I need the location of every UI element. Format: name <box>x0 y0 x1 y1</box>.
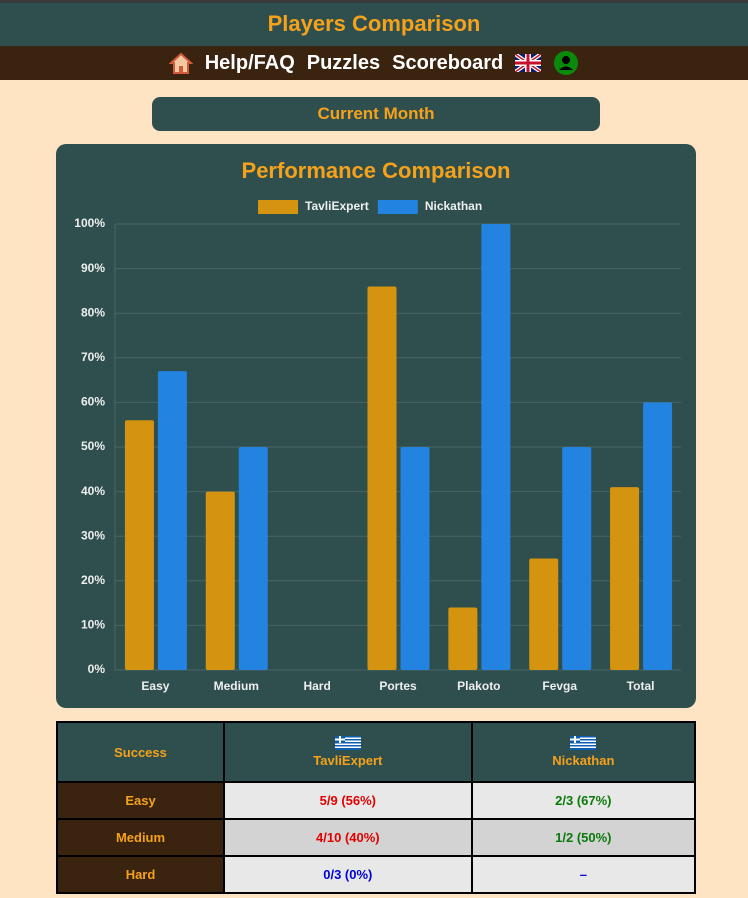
nav-link[interactable]: Help/FAQ <box>204 51 295 74</box>
x-tick-label: Plakoto <box>457 679 500 693</box>
nav-link[interactable]: Scoreboard <box>392 51 504 74</box>
period-button[interactable]: Current Month <box>152 97 600 131</box>
table-header: TavliExpert <box>223 721 473 783</box>
bar <box>238 447 268 670</box>
cell: 1/2 (50%) <box>470 818 697 857</box>
bar <box>124 420 154 670</box>
y-tick-label: 70% <box>81 350 105 364</box>
bar <box>448 607 478 670</box>
y-tick-label: 100% <box>74 216 105 230</box>
legend-swatch <box>258 200 298 214</box>
cell: 0/3 (0%) <box>223 855 473 894</box>
bar <box>529 558 559 670</box>
cell: 2/3 (67%) <box>470 781 697 820</box>
cell: 5/9 (56%) <box>223 781 473 820</box>
legend-label: Nickathan <box>425 199 482 213</box>
y-tick-label: 30% <box>81 528 105 542</box>
chart-panel: Performance Comparison 0% 10% 20% 30% 40% 50%… <box>56 144 696 708</box>
x-tick-label: Medium <box>214 679 259 693</box>
page-title: Players Comparison <box>0 0 748 46</box>
bar <box>610 487 640 670</box>
flag-greece <box>334 736 361 750</box>
y-tick-label: 10% <box>81 618 105 632</box>
y-tick-label: 60% <box>81 395 105 409</box>
language-flag[interactable] <box>515 54 542 72</box>
user-icon[interactable] <box>553 50 579 76</box>
x-tick-label: Hard <box>303 679 330 693</box>
flag-greece <box>570 736 597 750</box>
x-tick-label: Easy <box>141 679 169 693</box>
bar <box>400 447 430 670</box>
x-tick-label: Fevga <box>542 679 577 693</box>
legend-label: TavliExpert <box>305 199 369 213</box>
y-tick-label: 40% <box>81 484 105 498</box>
chart: Performance Comparison 0% 10% 20% 30% 40% 50%… <box>74 158 681 693</box>
comparison-table: Success TavliExpert Nickathan Easy 5/9 (5… <box>56 721 697 894</box>
bar <box>562 447 592 670</box>
y-tick-label: 20% <box>81 573 105 587</box>
table-header: Success <box>56 721 225 783</box>
table-header: Nickathan <box>470 721 697 783</box>
bar <box>481 224 511 670</box>
nav-link[interactable]: Puzzles <box>306 51 381 74</box>
y-tick-label: 50% <box>81 439 105 453</box>
row-label: Hard <box>56 855 225 894</box>
y-tick-label: 0% <box>88 662 106 676</box>
x-tick-label: Portes <box>379 679 417 693</box>
bar <box>367 286 397 670</box>
row-label: Medium <box>56 818 225 857</box>
legend-swatch <box>377 200 418 214</box>
row-label: Easy <box>56 781 225 820</box>
x-tick-label: Total <box>627 679 655 693</box>
y-tick-label: 90% <box>81 261 105 275</box>
cell: – <box>470 855 697 894</box>
home-icon[interactable] <box>168 51 193 75</box>
cell: 4/10 (40%) <box>223 818 473 857</box>
bar <box>643 402 673 670</box>
y-tick-label: 80% <box>81 305 105 319</box>
chart-title: Performance Comparison <box>242 158 511 183</box>
player-name: TavliExpert <box>313 753 383 768</box>
nav-bar: Help/FAQ Puzzles Scoreboard <box>0 46 748 80</box>
player-name: Nickathan <box>552 753 615 768</box>
bar <box>157 371 187 670</box>
bar <box>205 491 235 670</box>
